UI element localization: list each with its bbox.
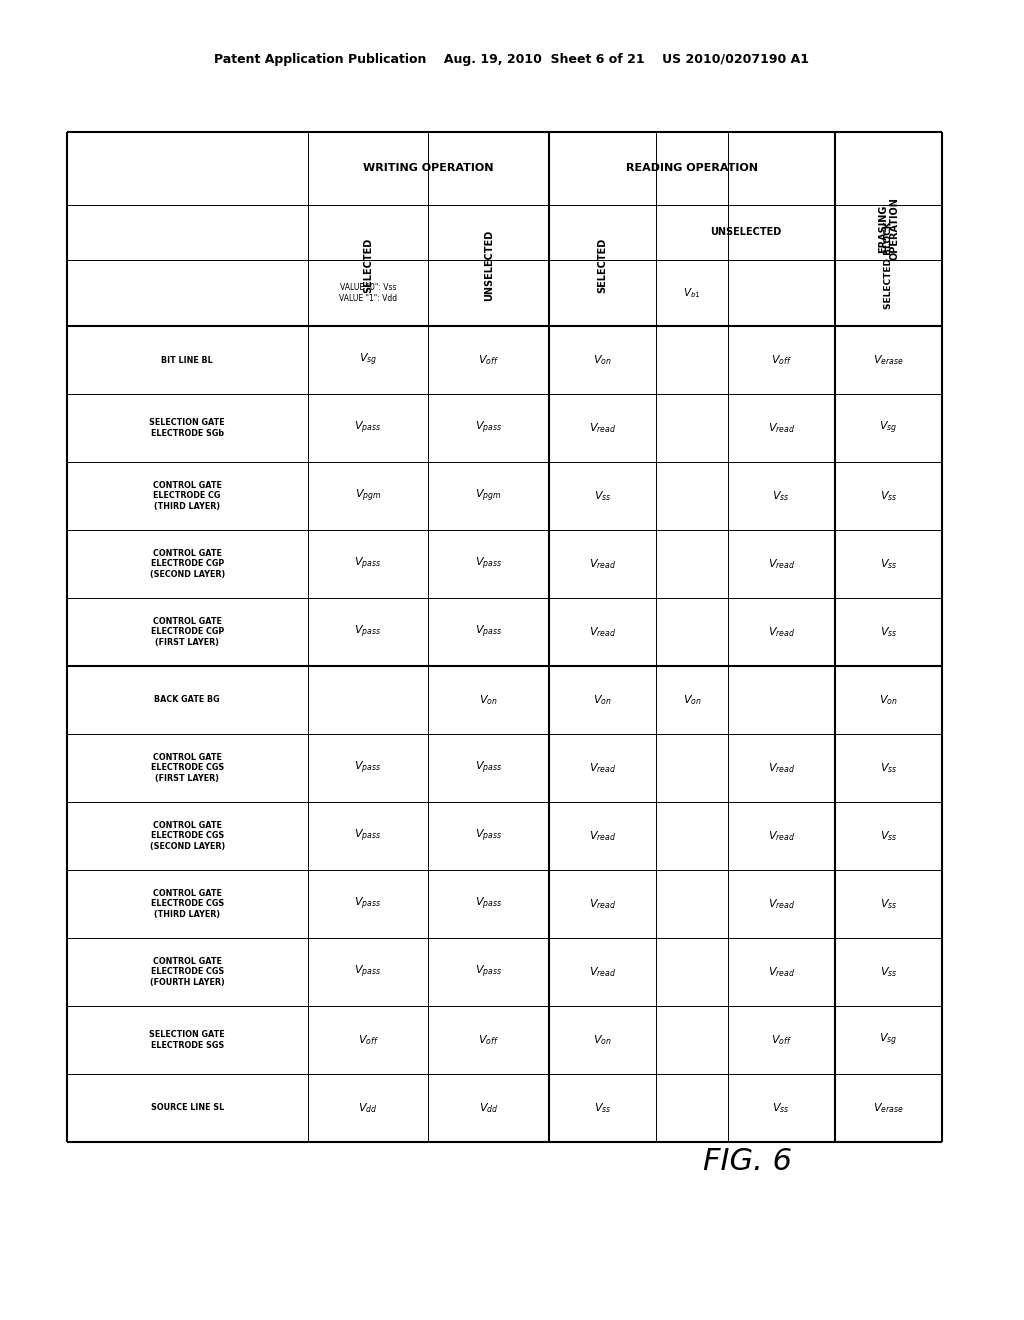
Text: $V_{pass}$: $V_{pass}$ <box>354 556 382 572</box>
Text: $V_{read}$: $V_{read}$ <box>589 829 616 842</box>
Text: $V_{off}$: $V_{off}$ <box>771 1034 792 1047</box>
Text: $V_{read}$: $V_{read}$ <box>589 762 616 775</box>
Text: $V_{pass}$: $V_{pass}$ <box>475 896 503 912</box>
Text: $V_{off}$: $V_{off}$ <box>478 1034 499 1047</box>
Text: $V_{erase}$: $V_{erase}$ <box>873 354 904 367</box>
Text: Patent Application Publication    Aug. 19, 2010  Sheet 6 of 21    US 2010/020719: Patent Application Publication Aug. 19, … <box>214 53 810 66</box>
Text: ERASING
OPERATION: ERASING OPERATION <box>878 198 899 260</box>
Text: VALUE "0": Vss
VALUE "1": Vdd: VALUE "0": Vss VALUE "1": Vdd <box>339 284 397 302</box>
Text: FIG. 6: FIG. 6 <box>703 1147 792 1176</box>
Text: SELECTION GATE
ELECTRODE SGS: SELECTION GATE ELECTRODE SGS <box>150 1030 225 1049</box>
Text: CONTROL GATE
ELECTRODE CG
(THIRD LAYER): CONTROL GATE ELECTRODE CG (THIRD LAYER) <box>153 480 221 511</box>
Text: $V_{ss}$: $V_{ss}$ <box>880 557 897 570</box>
Text: UNSELECTED: UNSELECTED <box>483 230 494 301</box>
Text: $V_{ss}$: $V_{ss}$ <box>880 762 897 775</box>
Text: $V_{read}$: $V_{read}$ <box>768 557 795 570</box>
Text: CONTROL GATE
ELECTRODE CGS
(FIRST LAYER): CONTROL GATE ELECTRODE CGS (FIRST LAYER) <box>151 752 224 783</box>
Text: $V_{pass}$: $V_{pass}$ <box>475 624 503 640</box>
Text: $V_{ss}$: $V_{ss}$ <box>594 1101 611 1114</box>
Text: $V_{on}$: $V_{on}$ <box>593 1034 612 1047</box>
Text: CONTROL GATE
ELECTRODE CGS
(THIRD LAYER): CONTROL GATE ELECTRODE CGS (THIRD LAYER) <box>151 888 224 919</box>
Text: $V_{read}$: $V_{read}$ <box>768 626 795 639</box>
Text: SOURCE LINE SL: SOURCE LINE SL <box>151 1104 224 1113</box>
Text: CONTROL GATE
ELECTRODE CGS
(SECOND LAYER): CONTROL GATE ELECTRODE CGS (SECOND LAYER… <box>150 821 225 851</box>
Text: $V_{ss}$: $V_{ss}$ <box>880 626 897 639</box>
Text: CONTROL GATE
ELECTRODE CGP
(FIRST LAYER): CONTROL GATE ELECTRODE CGP (FIRST LAYER) <box>151 616 224 647</box>
Text: $V_{read}$: $V_{read}$ <box>768 421 795 434</box>
Text: $V_{pgm}$: $V_{pgm}$ <box>475 488 502 504</box>
Text: $V_{ss}$: $V_{ss}$ <box>594 490 611 503</box>
Text: $V_{pass}$: $V_{pass}$ <box>354 964 382 979</box>
Text: $V_{ss}$: $V_{ss}$ <box>772 1101 791 1114</box>
Text: $V_{on}$: $V_{on}$ <box>593 354 612 367</box>
Text: SELECTION GATE
ELECTRODE SGb: SELECTION GATE ELECTRODE SGb <box>150 418 225 438</box>
Text: $V_{ss}$: $V_{ss}$ <box>880 490 897 503</box>
Text: $V_{pass}$: $V_{pass}$ <box>475 828 503 843</box>
Text: $V_{on}$: $V_{on}$ <box>879 693 898 706</box>
Text: $V_{erase}$: $V_{erase}$ <box>873 1101 904 1114</box>
Text: $V_{ss}$: $V_{ss}$ <box>880 898 897 911</box>
Text: $V_{pass}$: $V_{pass}$ <box>475 420 503 436</box>
Text: $V_{ss}$: $V_{ss}$ <box>880 965 897 978</box>
Text: $V_{on}$: $V_{on}$ <box>683 693 701 706</box>
Text: SELECTED: SELECTED <box>364 238 373 293</box>
Text: $V_{read}$: $V_{read}$ <box>589 557 616 570</box>
Text: $V_{read}$: $V_{read}$ <box>768 829 795 842</box>
Text: $V_{read}$: $V_{read}$ <box>589 421 616 434</box>
Text: $V_{pass}$: $V_{pass}$ <box>475 964 503 979</box>
Text: $V_{pass}$: $V_{pass}$ <box>475 556 503 572</box>
Text: $V_{off}$: $V_{off}$ <box>478 354 499 367</box>
Text: $V_{sg}$: $V_{sg}$ <box>359 352 377 368</box>
Text: $V_{pass}$: $V_{pass}$ <box>475 760 503 776</box>
Text: $V_{off}$: $V_{off}$ <box>357 1034 379 1047</box>
Text: $V_{pass}$: $V_{pass}$ <box>354 828 382 843</box>
Text: $V_{read}$: $V_{read}$ <box>589 898 616 911</box>
Text: WRITING OPERATION: WRITING OPERATION <box>364 164 494 173</box>
Text: $V_{pgm}$: $V_{pgm}$ <box>355 488 381 504</box>
Text: CONTROL GATE
ELECTRODE CGP
(SECOND LAYER): CONTROL GATE ELECTRODE CGP (SECOND LAYER… <box>150 549 225 579</box>
Text: $V_{ss}$: $V_{ss}$ <box>772 490 791 503</box>
Text: $V_{sg}$: $V_{sg}$ <box>880 1032 898 1048</box>
Text: $V_{on}$: $V_{on}$ <box>479 693 498 706</box>
Text: $V_{pass}$: $V_{pass}$ <box>354 624 382 640</box>
Text: BACK GATE BG: BACK GATE BG <box>155 696 220 705</box>
Text: $V_{read}$: $V_{read}$ <box>589 965 616 978</box>
Text: BIT LINE BL: BIT LINE BL <box>162 355 213 364</box>
Text: $V_{pass}$: $V_{pass}$ <box>354 896 382 912</box>
Text: $V_{pass}$: $V_{pass}$ <box>354 420 382 436</box>
Text: $V_{off}$: $V_{off}$ <box>771 354 792 367</box>
Text: $V_{read}$: $V_{read}$ <box>768 762 795 775</box>
Text: $V_{pass}$: $V_{pass}$ <box>354 760 382 776</box>
Text: $V_{b1}$: $V_{b1}$ <box>683 286 700 300</box>
Text: $V_{ss}$: $V_{ss}$ <box>880 829 897 842</box>
Text: $V_{on}$: $V_{on}$ <box>593 693 612 706</box>
Text: $V_{sg}$: $V_{sg}$ <box>880 420 898 436</box>
Text: $V_{read}$: $V_{read}$ <box>768 965 795 978</box>
Text: $V_{read}$: $V_{read}$ <box>589 626 616 639</box>
Text: UNSELECTED: UNSELECTED <box>710 227 781 238</box>
Text: CONTROL GATE
ELECTRODE CGS
(FOURTH LAYER): CONTROL GATE ELECTRODE CGS (FOURTH LAYER… <box>150 957 224 987</box>
Text: READING OPERATION: READING OPERATION <box>626 164 758 173</box>
Text: $V_{read}$: $V_{read}$ <box>768 898 795 911</box>
Text: SELECTED: SELECTED <box>598 238 607 293</box>
Text: SELECTED BLOCK: SELECTED BLOCK <box>884 222 893 309</box>
Text: $V_{dd}$: $V_{dd}$ <box>358 1101 378 1114</box>
Text: $V_{dd}$: $V_{dd}$ <box>479 1101 499 1114</box>
